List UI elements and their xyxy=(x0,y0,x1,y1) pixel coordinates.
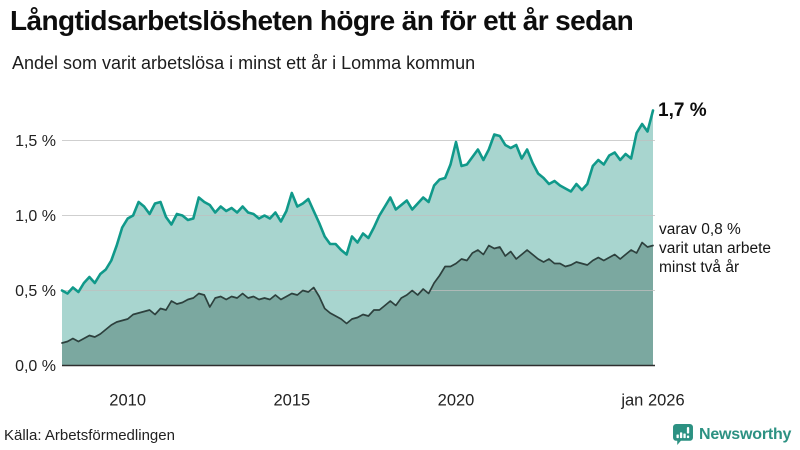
secondary-series-annotation: varav 0,8 % varit utan arbete minst två … xyxy=(659,220,771,277)
y-tick-label: 1,5 % xyxy=(15,133,56,150)
x-tick-label: jan 2026 xyxy=(620,392,684,410)
x-tick-label: 2015 xyxy=(273,392,310,410)
annotation-line: minst två år xyxy=(659,259,740,276)
annotation-line: varav 0,8 % xyxy=(659,221,741,238)
source-caption: Källa: Arbetsförmedlingen xyxy=(4,427,175,444)
endpoint-value-label: 1,7 % xyxy=(658,100,707,121)
area-chart: 0,0 % 0,5 % 1,0 % 1,5 % 2010 2015 2020 jan 2026 xyxy=(15,109,685,410)
y-tick-label: 0,5 % xyxy=(15,283,56,300)
series-area-1 xyxy=(62,242,653,366)
newsworthy-logo: Newsworthy xyxy=(673,424,791,445)
newsworthy-bubble-chart-icon xyxy=(673,424,693,445)
series-line-0 xyxy=(60,109,655,295)
chart-title: Långtidsarbetslösheten högre än för ett … xyxy=(10,5,634,36)
chart-subtitle: Andel som varit arbetslösa i minst ett å… xyxy=(12,53,476,73)
newsworthy-wordmark: Newsworthy xyxy=(699,425,792,443)
y-tick-label: 1,0 % xyxy=(15,208,56,225)
x-tick-label: 2020 xyxy=(438,392,475,410)
series-line-1 xyxy=(61,241,654,344)
y-tick-label: 0,0 % xyxy=(15,358,56,375)
x-tick-label: 2010 xyxy=(109,392,146,410)
annotation-line: varit utan arbete xyxy=(659,240,772,257)
